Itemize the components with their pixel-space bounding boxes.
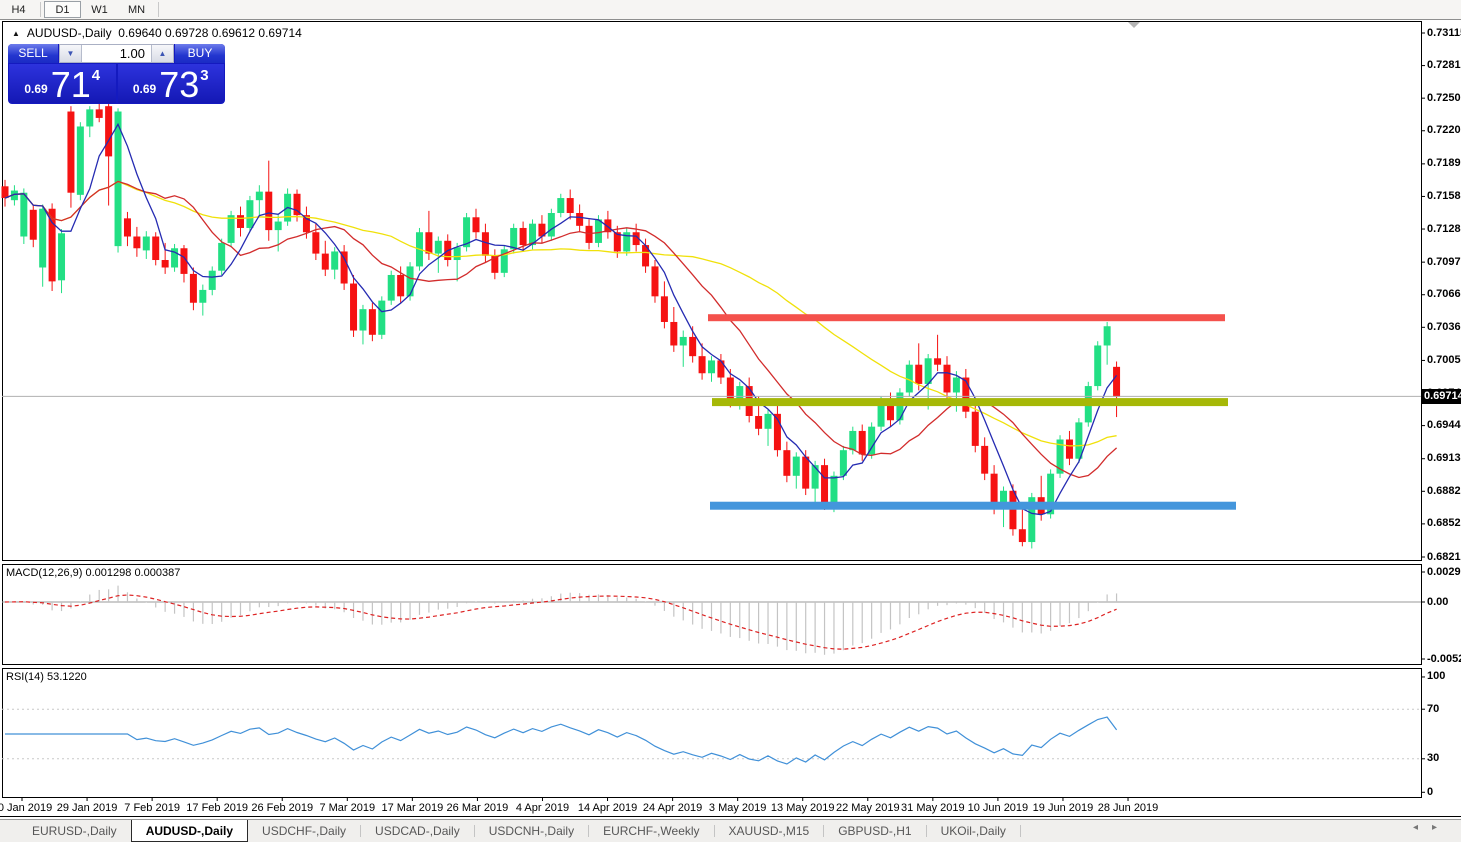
tab-xauusd-m15[interactable]: XAUUSD-,M15 — [728, 824, 810, 838]
date-axis-label: 3 May 2019 — [708, 802, 767, 814]
volume-increase-button[interactable]: ▲ — [151, 45, 173, 62]
rsi-axis-label: 70 — [1427, 702, 1440, 715]
sell-button[interactable]: SELL — [8, 44, 58, 63]
rsi-value: 53.1220 — [46, 671, 87, 683]
tab-scroll-right-icon[interactable]: ▸ — [1431, 822, 1451, 833]
tab-separator — [925, 825, 927, 837]
date-axis-label: 7 Mar 2019 — [319, 802, 376, 814]
tab-usdcad-daily[interactable]: USDCAD-,Daily — [375, 824, 460, 838]
sell-price-big: 71 — [50, 64, 91, 105]
sell-price-pip: 4 — [91, 67, 101, 84]
tab-ukoil-daily[interactable]: UKOil-,Daily — [940, 824, 1006, 838]
toolbar-separator — [158, 2, 159, 17]
tab-usdcnh-daily[interactable]: USDCNH-,Daily — [488, 824, 575, 838]
date-axis-label: 17 Mar 2019 — [381, 802, 444, 814]
volume-decrease-button[interactable]: ▼ — [60, 45, 82, 62]
toolbar-separator — [40, 2, 41, 17]
date-axis-label: 29 Jan 2019 — [56, 802, 118, 814]
date-axis-label: 14 Apr 2019 — [577, 802, 638, 814]
buy-price-big: 73 — [159, 64, 200, 105]
date-axis-label: 4 Apr 2019 — [515, 802, 570, 814]
volume-input[interactable]: 1.00 — [82, 45, 151, 62]
buy-price-prefix: 0.69 — [132, 82, 157, 96]
tab-separator — [588, 825, 590, 837]
buy-price-pip: 3 — [200, 67, 209, 84]
date-axis-label: 7 Feb 2019 — [124, 802, 180, 814]
date-axis-label: 20 Jan 2019 — [0, 802, 53, 814]
macd-axis-label: 0.002984 — [1427, 565, 1461, 578]
chart-tab-bar: EURUSD-,Daily AUDUSD-,Daily USDCHF-,Daily U… — [0, 819, 1461, 842]
collapse-triangle-icon[interactable]: ▲ — [12, 29, 20, 38]
rsi-name: RSI(14) — [6, 671, 44, 683]
date-axis-label: 22 May 2019 — [835, 802, 900, 814]
chart-symbol-title: AUDUSD-,Daily — [26, 26, 112, 40]
tab-separator — [1019, 825, 1021, 837]
timeframe-button-w1[interactable]: W1 — [91, 3, 108, 16]
rsi-indicator-label: RSI(14) 53.1220 — [6, 671, 87, 683]
date-axis-label: 26 Feb 2019 — [251, 802, 314, 814]
macd-axis-label: 0.00 — [1427, 595, 1449, 608]
one-click-trading-panel: SELL ▼ 1.00 ▲ BUY 0.69 71 4 0.69 73 3 — [8, 44, 225, 104]
date-axis-label: 19 Jun 2019 — [1032, 802, 1094, 814]
date-axis-label: 17 Feb 2019 — [186, 802, 249, 814]
buy-button[interactable]: BUY — [175, 44, 225, 63]
price-axis-label: 0.72505 — [1427, 91, 1461, 104]
macd-indicator-label: MACD(12,26,9) 0.001298 0.000387 — [6, 567, 180, 579]
tab-eurchf-weekly[interactable]: EURCHF-,Weekly — [603, 824, 700, 838]
price-axis-label: 0.70665 — [1427, 288, 1461, 301]
tab-eurusd-daily[interactable]: EURUSD-,Daily — [32, 824, 117, 838]
macd-name: MACD(12,26,9) — [6, 567, 83, 579]
timeframe-toolbar: H4 D1 W1 MN — [0, 0, 1461, 20]
tab-gbpusd-h1[interactable]: GBPUSD-,H1 — [838, 824, 912, 838]
sell-price-prefix: 0.69 — [24, 82, 48, 96]
volume-control: ▼ 1.00 ▲ — [59, 44, 174, 63]
tab-separator — [360, 825, 362, 837]
tab-scroll-left-icon[interactable]: ◂ — [1412, 822, 1432, 833]
timeframe-button-h4[interactable]: H4 — [11, 3, 26, 16]
date-axis-label: 24 Apr 2019 — [642, 802, 703, 814]
macd-signal-value: 0.000387 — [134, 567, 181, 579]
date-axis-label: 13 May 2019 — [770, 802, 835, 814]
rsi-axis-label: 30 — [1427, 752, 1440, 765]
date-axis-label: 28 Jun 2019 — [1097, 802, 1159, 814]
tab-separator — [473, 825, 475, 837]
price-axis-label: 0.73115 — [1427, 26, 1461, 39]
tab-separator — [823, 825, 825, 837]
timeframe-button-d1[interactable]: D1 — [44, 1, 81, 18]
chart-canvas[interactable] — [0, 20, 1461, 817]
tab-audusd-daily[interactable]: AUDUSD-,Daily — [130, 820, 249, 842]
buy-price-display[interactable]: 0.69 73 3 — [117, 64, 224, 105]
date-axis-label: 26 Mar 2019 — [446, 802, 509, 814]
rsi-axis-label: 0 — [1427, 785, 1434, 798]
chart-title-bar: ▲ AUDUSD-,Daily 0.69640 0.69728 0.69612 0… — [12, 26, 302, 40]
price-axis-label: 0.71585 — [1427, 189, 1461, 202]
macd-main-value: 0.001298 — [85, 567, 132, 579]
tab-scroll-arrows[interactable]: ◂▸ — [1413, 822, 1451, 833]
date-axis-label: 31 May 2019 — [901, 802, 965, 814]
macd-axis-label: -0.005256 — [1427, 652, 1461, 665]
tab-usdchf-daily[interactable]: USDCHF-,Daily — [262, 824, 347, 838]
tab-separator — [713, 825, 715, 837]
current-price-badge: 0.69714 — [1422, 389, 1461, 405]
rsi-axis-label: 100 — [1427, 670, 1446, 683]
date-axis-label: 10 Jun 2019 — [967, 802, 1029, 814]
chart-ohlc-values: 0.69640 0.69728 0.69612 0.69714 — [118, 26, 302, 40]
sell-price-display[interactable]: 0.69 71 4 — [9, 64, 116, 103]
chart-window: ▲ AUDUSD-,Daily 0.69640 0.69728 0.69612 0… — [0, 20, 1461, 817]
price-axis-label: 0.68825 — [1427, 484, 1461, 497]
timeframe-button-mn[interactable]: MN — [127, 3, 146, 16]
